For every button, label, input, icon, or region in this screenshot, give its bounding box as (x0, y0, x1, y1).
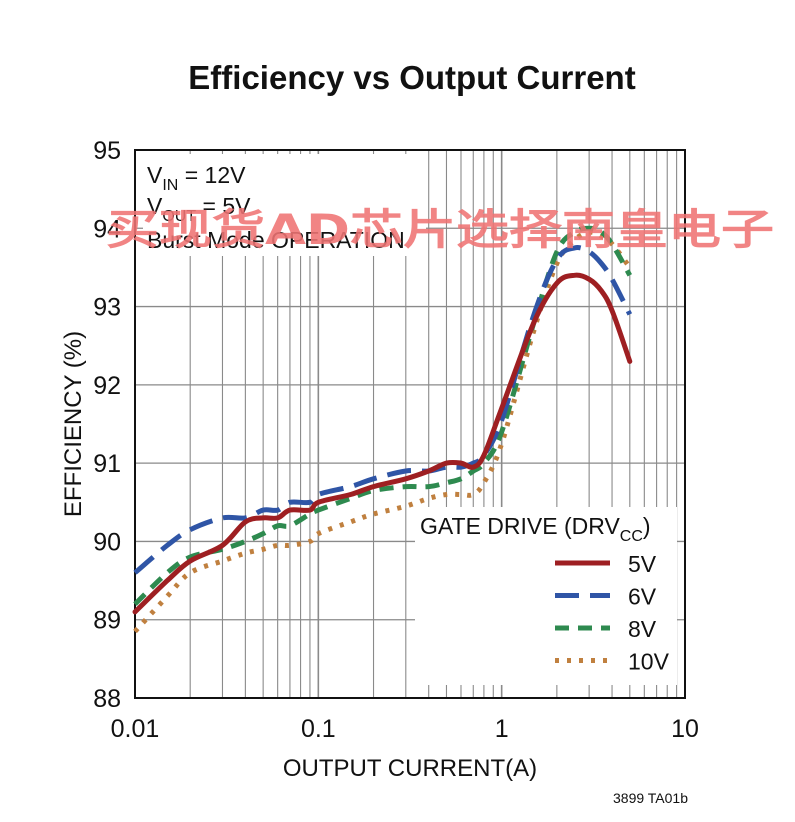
series-line-5v (132, 272, 633, 615)
x-tick-label: 0.01 (111, 715, 160, 743)
tick-labels: 88 89 90 91 92 93 94 95 0.01 0.1 1 10 (93, 137, 699, 743)
series-line-8v (133, 225, 632, 606)
figure-code: 3899 TA01b (613, 790, 688, 806)
chart-title: Efficiency vs Output Current (188, 59, 635, 96)
legend-background (415, 507, 677, 685)
legend-title-main: GATE DRIVE (DRV (420, 513, 620, 539)
legend-label-5v: 5V (628, 551, 657, 577)
vout-main: V (147, 193, 163, 219)
vin-rest: = 12V (178, 162, 246, 188)
mode-label: Burst Mode OPERATION (147, 227, 405, 253)
x-axis-label: OUTPUT CURRENT(A) (283, 755, 537, 782)
y-tick-label: 93 (93, 294, 121, 322)
legend-title-end: ) (643, 513, 651, 539)
vin-sub: IN (162, 177, 178, 194)
y-tick-label: 94 (93, 215, 121, 243)
vout-label: VOUT = 5V (147, 193, 251, 225)
x-tick-label: 1 (495, 715, 509, 743)
watermark-image: 买现货AD芯片选择南皇电子 (106, 205, 774, 254)
conditions-box: VIN = 12V VOUT = 5V Burst Mode OPERATION (143, 154, 426, 256)
legend-label-6v: 6V (628, 584, 657, 610)
x-tick-label: 0.1 (301, 715, 336, 743)
legend-title-sub: CC (620, 528, 643, 545)
vout-sub: OUT (162, 208, 196, 225)
y-tick-label: 90 (93, 528, 121, 556)
y-tick-label: 92 (93, 372, 121, 400)
legend-title: GATE DRIVE (DRVCC) (420, 513, 651, 545)
vin-label: VIN = 12V (147, 162, 246, 194)
y-tick-label: 89 (93, 607, 121, 635)
legend: GATE DRIVE (DRVCC) 5V 6V 8V 10V (415, 507, 677, 685)
y-axis-label: EFFICIENCY (%) (60, 331, 87, 517)
conditions-background (143, 154, 426, 256)
y-tick-label: 91 (93, 450, 121, 478)
vin-main: V (147, 162, 163, 188)
series-lines (132, 225, 633, 634)
y-tick-label: 88 (93, 685, 121, 713)
y-tick-label: 95 (93, 137, 121, 165)
vout-rest: = 5V (196, 193, 251, 219)
series-line-10v (133, 229, 632, 634)
plot-frame (134, 149, 686, 699)
legend-label-8v: 8V (628, 616, 657, 642)
x-tick-label: 10 (671, 715, 699, 743)
legend-label-10v: 10V (628, 649, 670, 675)
